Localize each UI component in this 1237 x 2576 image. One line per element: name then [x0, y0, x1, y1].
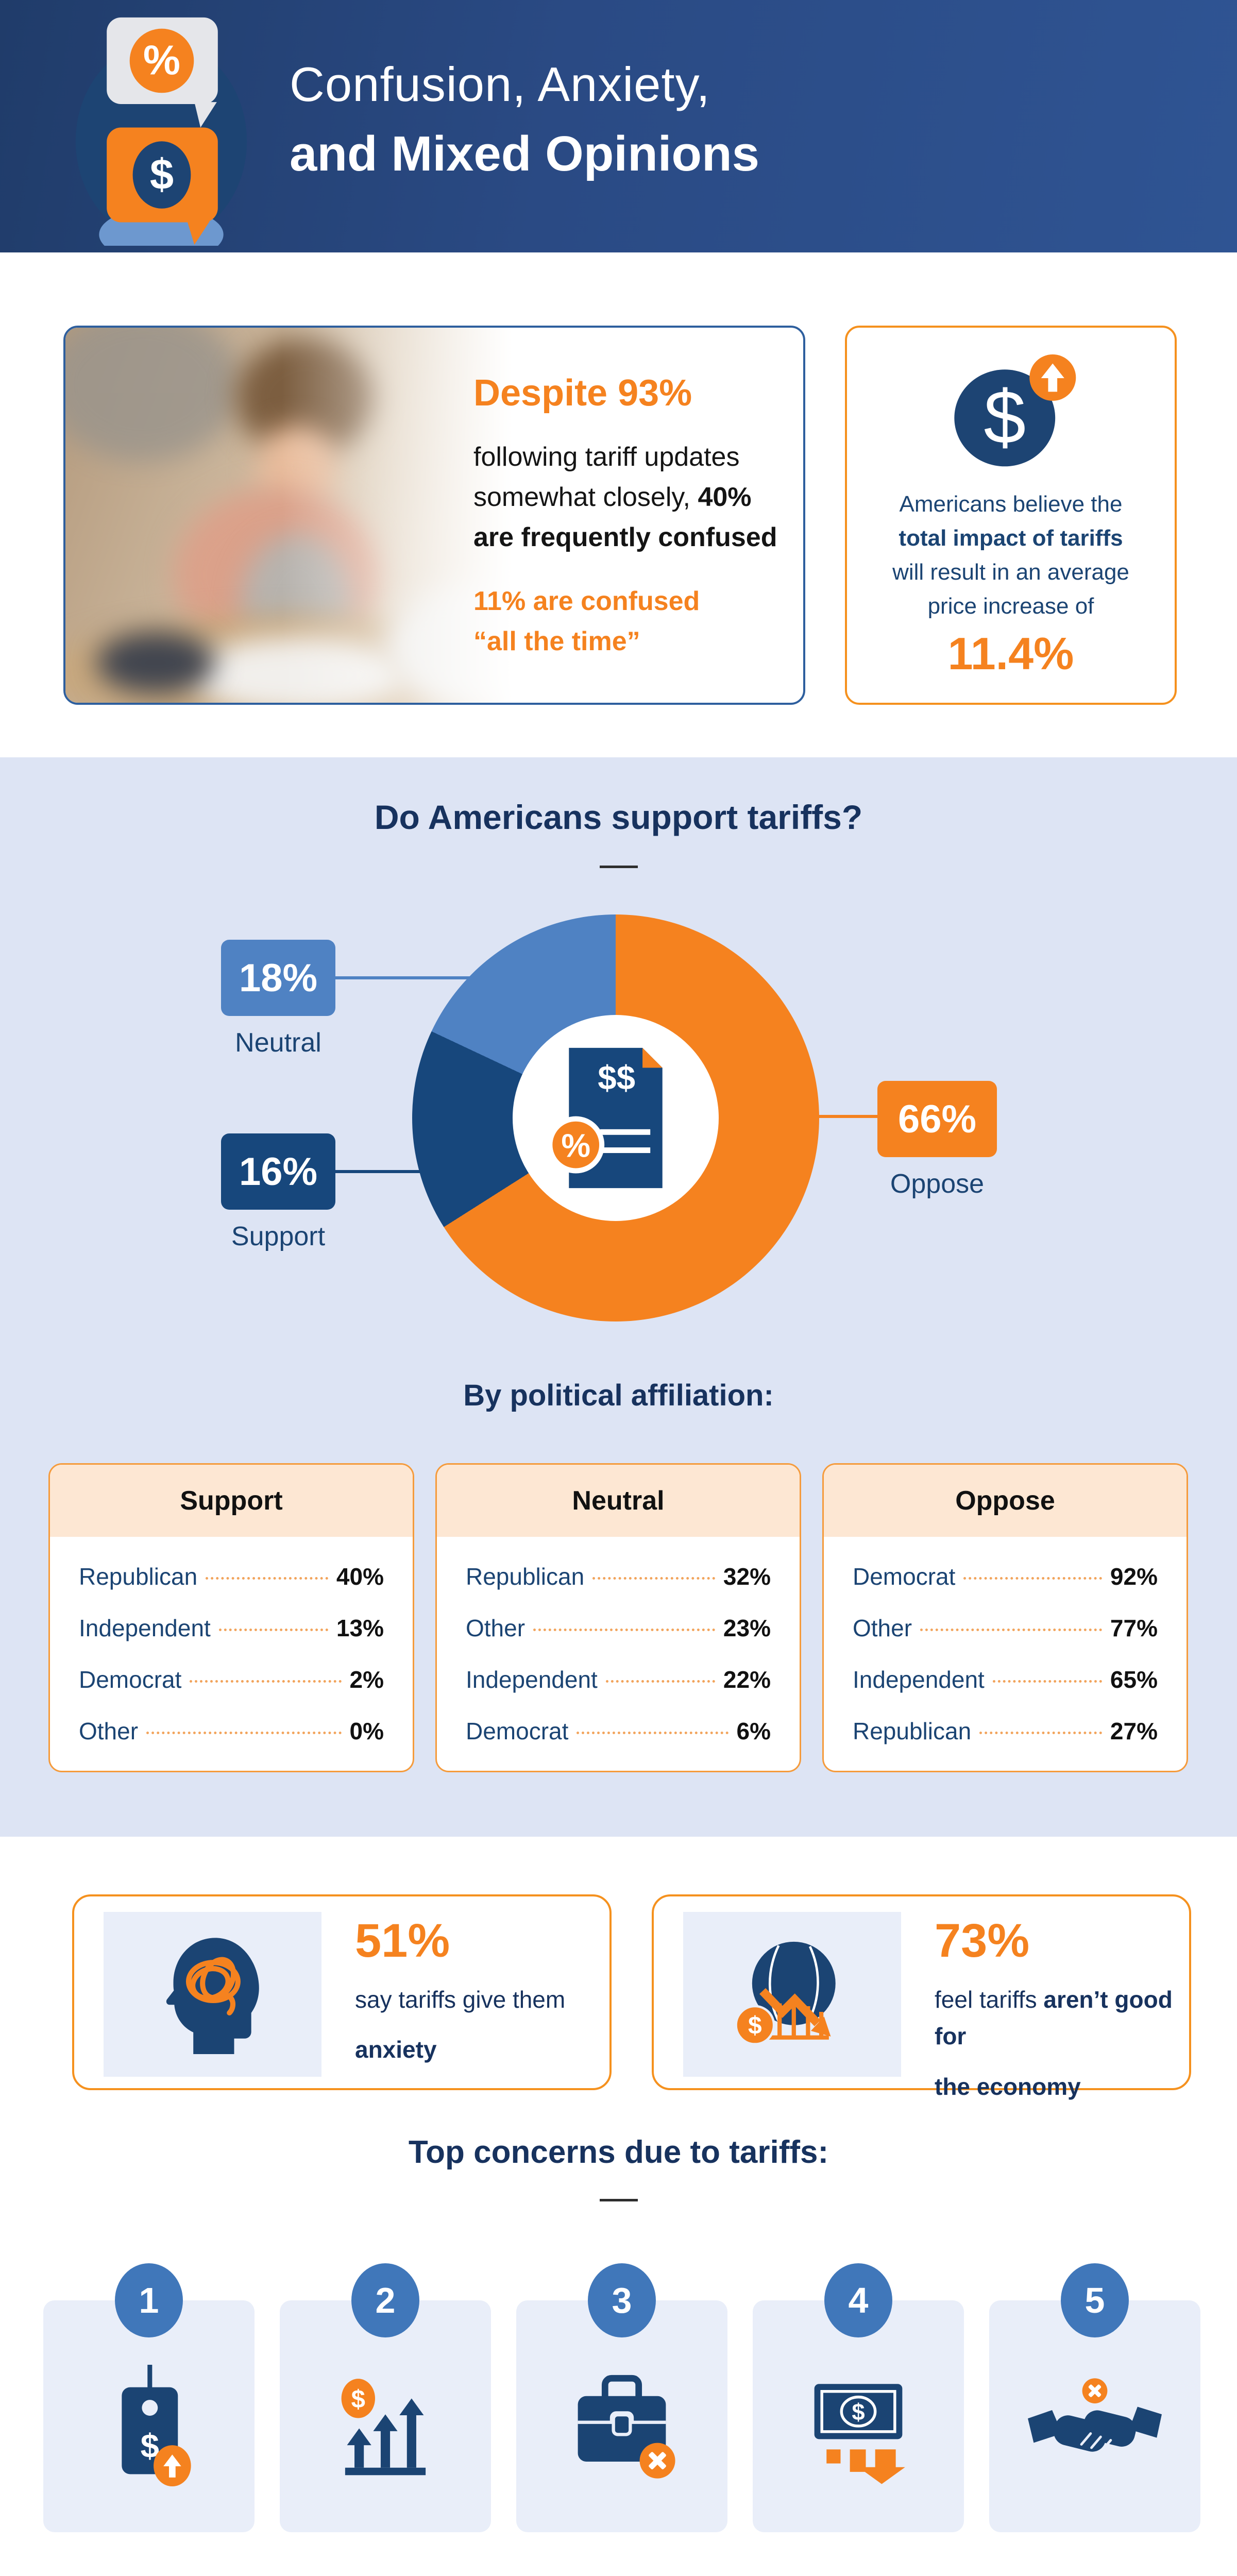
anxiety-line2: anxiety — [355, 2036, 437, 2063]
svg-text:$: $ — [984, 375, 1026, 460]
oppose-table-header: Oppose — [824, 1465, 1187, 1537]
neutral-table: Neutral Republican 32% Other 23% Independe… — [435, 1463, 801, 1772]
economy-line1-bold: aren’t good for — [935, 1986, 1173, 2050]
tariff-document-icon: $$ % — [551, 1047, 663, 1189]
neutral-value: 18% — [221, 940, 335, 1016]
svg-text:$$: $$ — [598, 1059, 635, 1097]
neutral-callout: 18% Neutral — [221, 940, 335, 1058]
divider-dash — [599, 866, 638, 868]
concern-card-3: 3 Layoffs — [516, 2263, 727, 2532]
table-row: Other 77% — [853, 1615, 1158, 1641]
oppose-label: Oppose — [890, 1169, 985, 1199]
neutral-label: Neutral — [235, 1028, 321, 1058]
concern-number-badge: 2 — [351, 2263, 419, 2337]
oppose-callout-line — [804, 1115, 881, 1118]
price-tag-up-icon: $ — [122, 2365, 191, 2486]
table-row: Democrat 6% — [466, 1718, 771, 1744]
svg-text:$: $ — [150, 150, 174, 198]
money-down-icon: $ — [814, 2384, 905, 2484]
impact-value: 11.4% — [947, 628, 1074, 679]
confusion-body: following tariff updates somewhat closel… — [473, 442, 777, 552]
economy-icon-panel: $ — [683, 1912, 901, 2077]
table-row: Independent 22% — [466, 1666, 771, 1693]
divider-dash — [599, 2199, 638, 2201]
globe-decline-icon: $ — [734, 1941, 836, 2045]
concerns-section: Top concerns due to tariffs: 1 $ Price i… — [0, 2112, 1237, 2576]
donut-hole: $$ % — [513, 1015, 719, 1221]
anxiety-value: 51% — [355, 1914, 450, 1967]
anxiety-card: 51% say tariffs give them anxiety — [72, 1894, 612, 2090]
neutral-callout-line — [332, 976, 559, 979]
stat-cards-section: 51% say tariffs give them anxiety — [0, 1837, 1237, 2112]
svg-text:$: $ — [351, 2385, 365, 2413]
table-row: Other 23% — [466, 1615, 771, 1641]
impact-card: $ Americans believe the total impact of … — [845, 326, 1177, 705]
page-title: Confusion, Anxiety, and Mixed Opinions — [290, 57, 759, 182]
concern-card-5: 5 Damage diplomatic re — [989, 2263, 1200, 2532]
economy-line1: feel tariffs — [935, 1986, 1044, 2013]
support-callout: 16% Support — [221, 1133, 335, 1252]
anxiety-line1: say tariffs give them — [355, 1986, 566, 2013]
concern-card-4: 4 $ Hitting lower income Americans harde… — [753, 2263, 964, 2532]
handshake-x-icon — [1028, 2378, 1162, 2452]
anxiety-text: 51% say tariffs give them anxiety — [355, 1914, 602, 2069]
concern-card-2: 2 $ Inflation — [280, 2263, 491, 2532]
briefcase-x-icon — [578, 2375, 675, 2479]
oppose-value: 66% — [877, 1081, 997, 1157]
confusion-card: Despite 93% following tariff updates som… — [63, 326, 805, 705]
head-scribble-icon — [166, 1938, 259, 2054]
confusion-note: 11% are confused “all the time” — [473, 586, 700, 656]
support-question-title: Do Americans support tariffs? — [374, 798, 863, 836]
dollar-up-icon: $ — [954, 354, 1076, 467]
table-row: Other 0% — [79, 1718, 384, 1744]
intro-cards-section: Despite 93% following tariff updates som… — [0, 252, 1237, 757]
support-section: Do Americans support tariffs? $$ % 18% N… — [0, 757, 1237, 1837]
impact-text: Americans believe the total impact of ta… — [892, 492, 1129, 619]
support-table-header: Support — [50, 1465, 413, 1537]
page-title-line2: and Mixed Opinions — [290, 126, 760, 181]
header: % $ Confusion, Anxiety, and Mixed Opinio… — [0, 0, 1237, 252]
neutral-table-header: Neutral — [437, 1465, 800, 1537]
table-row: Democrat 92% — [853, 1563, 1158, 1590]
economy-line2: the economy — [935, 2073, 1081, 2100]
anxiety-icon-panel — [104, 1912, 321, 2077]
concern-number-badge: 3 — [588, 2263, 656, 2337]
svg-text:%: % — [561, 1127, 590, 1164]
concern-number-badge: 4 — [824, 2263, 892, 2337]
table-row: Republican 32% — [466, 1563, 771, 1590]
confusion-text: Despite 93% following tariff updates som… — [473, 372, 793, 662]
confused-woman-photo — [65, 328, 570, 703]
money-chat-bubbles-icon: % $ — [75, 17, 247, 246]
svg-text:$: $ — [748, 2012, 762, 2039]
oppose-table: Oppose Democrat 92% Other 77% Independent 6… — [822, 1463, 1188, 1772]
support-donut: $$ % — [412, 914, 819, 1321]
concern-number-badge: 1 — [115, 2263, 183, 2337]
concern-number-badge: 5 — [1061, 2263, 1129, 2337]
table-row: Independent 65% — [853, 1666, 1158, 1693]
table-row: Democrat 2% — [79, 1666, 384, 1693]
support-label: Support — [231, 1222, 326, 1251]
table-row: Republican 40% — [79, 1563, 384, 1590]
concern-card-1: 1 $ Price increases — [43, 2263, 255, 2532]
affiliation-title: By political affiliation: — [463, 1379, 774, 1412]
support-value: 16% — [221, 1133, 335, 1210]
support-table: Support Republican 40% Independent 13% Dem… — [48, 1463, 414, 1772]
svg-text:$: $ — [852, 2399, 865, 2425]
economy-card: $ 73% feel tariffs aren’t good for the e… — [652, 1894, 1191, 2100]
oppose-callout: 66% Oppose — [877, 1081, 997, 1199]
support-callout-line — [332, 1170, 425, 1173]
economy-value: 73% — [935, 1914, 1030, 1967]
page-title-line1: Confusion, Anxiety, — [290, 57, 710, 111]
economy-text: 73% feel tariffs aren’t good for the eco… — [935, 1914, 1182, 2105]
svg-text:%: % — [143, 38, 180, 84]
table-row: Republican 27% — [853, 1718, 1158, 1744]
table-row: Independent 13% — [79, 1615, 384, 1641]
confusion-headline: Despite 93% — [473, 372, 692, 414]
concerns-title: Top concerns due to tariffs: — [408, 2134, 829, 2170]
rising-arrows-icon: $ — [341, 2379, 426, 2476]
